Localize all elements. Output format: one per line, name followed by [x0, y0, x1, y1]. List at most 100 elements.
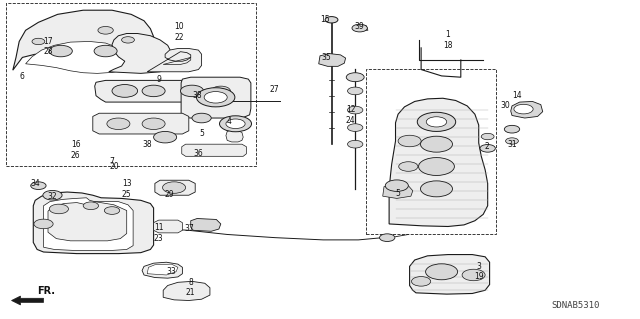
Circle shape	[154, 131, 177, 143]
Text: 27: 27	[269, 85, 279, 94]
Circle shape	[98, 26, 113, 34]
Circle shape	[142, 118, 165, 130]
Text: 15: 15	[320, 15, 330, 24]
Circle shape	[419, 158, 454, 175]
Circle shape	[398, 135, 421, 147]
Circle shape	[34, 219, 53, 229]
Circle shape	[43, 190, 62, 200]
Circle shape	[112, 85, 138, 97]
Polygon shape	[109, 33, 173, 73]
Text: 3
19: 3 19	[474, 262, 484, 281]
Circle shape	[426, 117, 447, 127]
Polygon shape	[147, 48, 202, 72]
Text: SDNAB5310: SDNAB5310	[552, 301, 600, 310]
Text: 38: 38	[192, 91, 202, 100]
Text: 20: 20	[109, 162, 119, 171]
Text: 39: 39	[355, 22, 365, 31]
Circle shape	[348, 140, 363, 148]
Circle shape	[481, 133, 494, 140]
Polygon shape	[48, 202, 127, 241]
Circle shape	[380, 234, 395, 241]
Polygon shape	[26, 41, 133, 73]
Text: 31: 31	[507, 140, 517, 149]
Text: 9: 9	[156, 75, 161, 84]
Polygon shape	[389, 98, 488, 226]
Circle shape	[204, 92, 227, 103]
Text: 33: 33	[166, 267, 177, 276]
Circle shape	[426, 264, 458, 280]
Circle shape	[122, 37, 134, 43]
Text: 32: 32	[47, 192, 58, 201]
Polygon shape	[191, 219, 221, 231]
Circle shape	[506, 138, 518, 144]
Text: 8
21: 8 21	[186, 278, 195, 297]
Circle shape	[417, 112, 456, 131]
Text: 35: 35	[321, 53, 332, 62]
Circle shape	[107, 118, 130, 130]
Polygon shape	[93, 113, 189, 134]
Text: 11
23: 11 23	[154, 223, 164, 242]
Circle shape	[399, 162, 418, 171]
Text: 5: 5	[396, 189, 401, 198]
Circle shape	[49, 45, 72, 57]
Text: 7: 7	[109, 157, 115, 166]
Circle shape	[211, 86, 230, 96]
Circle shape	[348, 124, 363, 131]
Text: 13
25: 13 25	[122, 179, 132, 198]
Circle shape	[192, 113, 211, 123]
Text: 38: 38	[142, 140, 152, 149]
Text: FR.: FR.	[37, 286, 55, 296]
Polygon shape	[13, 10, 154, 72]
Circle shape	[412, 277, 431, 286]
Polygon shape	[147, 264, 178, 275]
Polygon shape	[142, 262, 182, 278]
Circle shape	[420, 136, 452, 152]
Text: 1
18: 1 18	[444, 30, 452, 49]
Text: 16
26: 16 26	[70, 140, 81, 160]
Text: 6: 6	[20, 72, 25, 81]
Circle shape	[83, 202, 99, 210]
Circle shape	[420, 181, 452, 197]
Text: 29: 29	[164, 190, 175, 199]
Circle shape	[94, 45, 117, 57]
Text: 37: 37	[184, 224, 194, 233]
Circle shape	[352, 24, 367, 32]
Circle shape	[49, 204, 68, 214]
Circle shape	[142, 85, 165, 97]
Polygon shape	[95, 80, 242, 102]
Circle shape	[348, 87, 363, 95]
Polygon shape	[33, 192, 154, 254]
Circle shape	[514, 104, 533, 114]
Circle shape	[348, 106, 363, 114]
Text: 5: 5	[199, 130, 204, 138]
Polygon shape	[181, 77, 251, 118]
Polygon shape	[163, 281, 210, 300]
Polygon shape	[511, 101, 543, 118]
Circle shape	[104, 207, 120, 214]
Circle shape	[180, 85, 204, 97]
Text: 12
24: 12 24	[346, 105, 356, 124]
Text: 30: 30	[500, 101, 511, 110]
Polygon shape	[319, 54, 346, 66]
Text: 10
22: 10 22	[174, 22, 184, 41]
Circle shape	[346, 73, 364, 82]
Circle shape	[31, 182, 46, 189]
Polygon shape	[154, 220, 182, 233]
Text: 14: 14	[512, 91, 522, 100]
Circle shape	[325, 17, 338, 23]
Polygon shape	[355, 26, 368, 30]
Circle shape	[163, 182, 186, 193]
Circle shape	[226, 119, 245, 129]
Circle shape	[196, 88, 235, 107]
Polygon shape	[12, 296, 44, 305]
Polygon shape	[410, 255, 490, 294]
Circle shape	[220, 116, 252, 132]
Text: 36: 36	[193, 149, 204, 158]
Text: 34: 34	[30, 179, 40, 188]
Circle shape	[504, 125, 520, 133]
Text: 2: 2	[484, 142, 489, 151]
Polygon shape	[383, 184, 413, 198]
Circle shape	[480, 145, 495, 152]
Polygon shape	[44, 198, 133, 250]
Circle shape	[385, 180, 408, 191]
